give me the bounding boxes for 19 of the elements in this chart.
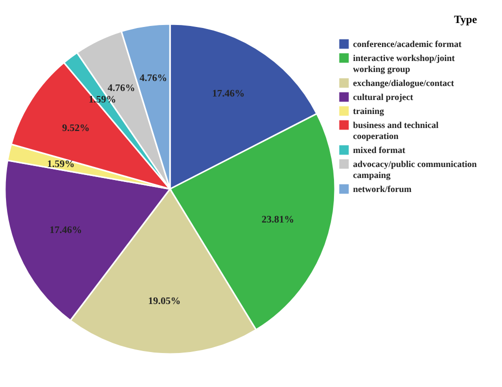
data-label: 17.46%: [49, 224, 82, 236]
data-label: 4.76%: [140, 73, 168, 84]
data-label: 9.52%: [62, 123, 90, 134]
data-label: 4.76%: [108, 83, 136, 94]
legend-label: training: [353, 106, 385, 116]
data-label: 1.59%: [88, 94, 116, 106]
legend-label: interactive workshop/joint working group: [353, 53, 455, 74]
legend-label: mixed format: [353, 145, 406, 155]
data-label: 23.81%: [262, 214, 294, 226]
legend-label: business and technical cooperation: [353, 120, 440, 141]
data-label: 17.46%: [212, 88, 245, 100]
legend-label: network/forum: [353, 184, 412, 194]
data-label: 1.59%: [47, 159, 75, 170]
legend-title: Type: [454, 14, 478, 26]
legend-label: exchange/dialogue/contact: [353, 78, 454, 88]
legend-label: cultural project: [353, 92, 414, 102]
legend-label: conference/academic format: [353, 39, 462, 49]
legend-label: advocacy/public communication campaing: [353, 159, 477, 180]
data-label: 19.05%: [148, 296, 181, 307]
